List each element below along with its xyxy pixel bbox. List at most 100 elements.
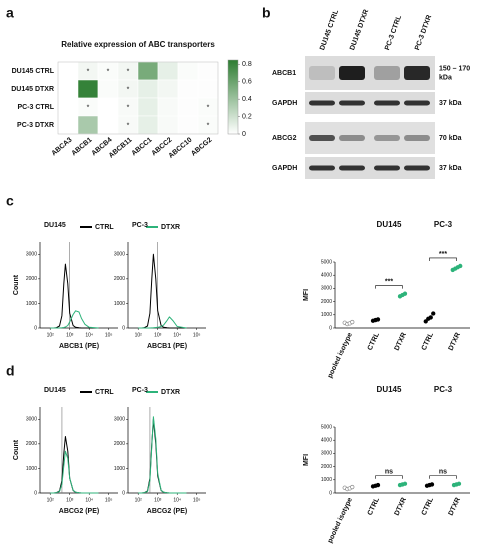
band [339, 100, 365, 106]
heat-cell [57, 61, 79, 81]
cell-label: * [127, 105, 130, 112]
significance-label: *** [439, 251, 447, 258]
heat-cell [137, 115, 159, 135]
y-tick-label: 1000 [26, 466, 37, 472]
group-label: DU145 [377, 220, 402, 229]
group-label: PC-3 [434, 220, 453, 229]
data-point [458, 263, 463, 269]
y-tick-label: 1000 [321, 312, 332, 318]
x-tick-label: 10² [135, 332, 143, 338]
y-axis-label: MFI [303, 289, 310, 301]
y-tick-label: 5000 [321, 259, 332, 265]
y-tick-label: 3000 [321, 286, 332, 292]
y-tick-label: 2000 [26, 276, 37, 282]
y-tick-label: 1000 [26, 301, 37, 307]
significance-label: ns [385, 469, 393, 476]
cell-label: * [127, 69, 130, 76]
x-tick-label: DTXR [448, 332, 462, 352]
blot-panel [305, 92, 435, 114]
heat-cell [177, 61, 199, 81]
colorbar [227, 59, 239, 135]
band [404, 100, 430, 106]
heat-cell [157, 115, 179, 135]
y-tick-label: 0 [34, 325, 37, 331]
blot-row-label: GAPDH [272, 165, 297, 172]
chart-title: Relative expression of ABC transporters [61, 40, 215, 49]
column-label: ABCC1 [130, 137, 153, 158]
band [339, 135, 365, 141]
data-point [375, 482, 381, 488]
y-tick-label: 0 [329, 325, 332, 331]
heat-cell [137, 97, 159, 117]
band [404, 135, 430, 141]
heat-cell [77, 115, 99, 135]
histogram-line [50, 263, 99, 329]
colorbar-tick-label: 0.2 [242, 113, 252, 120]
x-tick-label: 10⁴ [173, 497, 181, 503]
lane-label: DU145 CTRL [319, 8, 340, 51]
x-tick-label: DTXR [394, 497, 408, 517]
x-tick-label: 10³ [154, 332, 162, 338]
y-tick-label: 5000 [321, 424, 332, 430]
legend-label: CTRL [95, 224, 114, 231]
cell-label: * [87, 69, 90, 76]
y-tick-label: 2000 [114, 441, 125, 447]
band [339, 66, 365, 80]
panel-label: d [6, 363, 15, 379]
colorbar-tick-label: 0.6 [242, 79, 252, 86]
y-tick-label: 0 [329, 490, 332, 496]
blot-row-label: GAPDH [272, 100, 297, 107]
lane-label: DU145 DTXR [349, 9, 370, 52]
column-label: ABCG2 [190, 137, 213, 158]
x-tick-label: 10⁵ [105, 332, 113, 338]
blot-size-label: 37 kDa [439, 100, 462, 107]
x-tick-label: 10² [135, 497, 143, 503]
data-point [375, 317, 381, 322]
y-tick-label: 1000 [114, 301, 125, 307]
x-tick-label: 10⁴ [85, 497, 93, 503]
blot-row-label: ABCG2 [272, 135, 297, 142]
y-tick-label: 3000 [321, 451, 332, 457]
heat-cell [157, 79, 179, 99]
data-point [431, 311, 436, 316]
row-label: PC-3 DTXR [17, 122, 54, 129]
histogram-line [138, 418, 187, 494]
histogram-line [138, 316, 187, 329]
heat-cell [97, 115, 119, 135]
cell-label: * [207, 123, 210, 130]
histogram-line [138, 253, 187, 329]
y-tick-label: 0 [34, 490, 37, 496]
x-tick-label: pooled isotype [327, 497, 354, 545]
heat-cell [177, 115, 199, 135]
heat-cell [97, 97, 119, 117]
heat-cell [197, 61, 219, 81]
x-tick-label: 10² [47, 332, 55, 338]
blot-size-label: 150 – 170 [439, 65, 470, 72]
blot-row-label: ABCB1 [272, 70, 296, 77]
y-axis-label: Count [13, 439, 20, 460]
heat-cell [57, 97, 79, 117]
colorbar-tick-label: 0.4 [242, 96, 252, 103]
panel-label: b [262, 5, 271, 21]
x-tick-label: 10⁵ [193, 497, 201, 503]
x-tick-label: 10⁵ [193, 332, 201, 338]
x-axis-label: ABCB1 (PE) [147, 343, 187, 350]
colorbar-tick-label: 0.8 [242, 61, 252, 68]
group-label: DU145 [377, 385, 402, 394]
significance-bracket [375, 285, 403, 289]
blot-size-label: kDa [439, 74, 452, 81]
band [374, 165, 400, 171]
row-label: DU145 DTXR [11, 86, 54, 93]
x-tick-label: 10³ [66, 332, 74, 338]
cell-label: * [87, 105, 90, 112]
chart-title: PC-3 [132, 222, 148, 229]
y-axis-label: Count [13, 274, 20, 295]
x-tick-label: CTRL [367, 496, 382, 517]
histogram-line [50, 310, 99, 329]
band [404, 165, 430, 171]
y-tick-label: 3000 [26, 417, 37, 423]
y-tick-label: 3000 [114, 417, 125, 423]
band [374, 135, 400, 141]
row-label: DU145 CTRL [12, 68, 55, 75]
band [309, 165, 335, 171]
